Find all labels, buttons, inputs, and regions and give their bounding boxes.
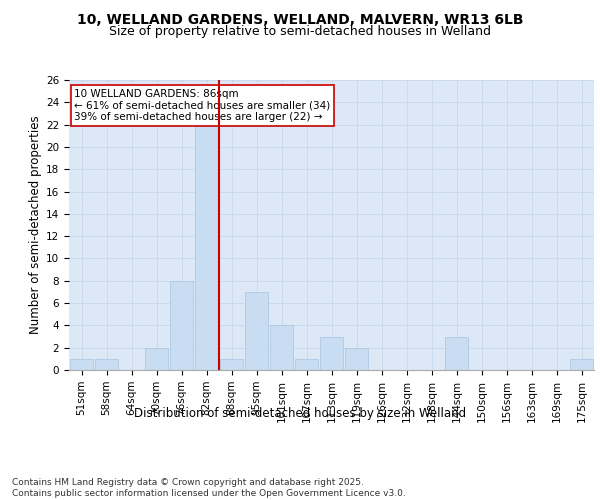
Text: 10, WELLAND GARDENS, WELLAND, MALVERN, WR13 6LB: 10, WELLAND GARDENS, WELLAND, MALVERN, W… bbox=[77, 12, 523, 26]
Bar bbox=[170, 281, 193, 370]
Text: Contains HM Land Registry data © Crown copyright and database right 2025.
Contai: Contains HM Land Registry data © Crown c… bbox=[12, 478, 406, 498]
Bar bbox=[195, 91, 218, 370]
Bar bbox=[145, 348, 168, 370]
Bar bbox=[95, 359, 118, 370]
Text: Size of property relative to semi-detached houses in Welland: Size of property relative to semi-detach… bbox=[109, 25, 491, 38]
Bar bbox=[295, 359, 318, 370]
Bar bbox=[70, 359, 93, 370]
Bar bbox=[570, 359, 593, 370]
Y-axis label: Number of semi-detached properties: Number of semi-detached properties bbox=[29, 116, 42, 334]
Text: 10 WELLAND GARDENS: 86sqm
← 61% of semi-detached houses are smaller (34)
39% of : 10 WELLAND GARDENS: 86sqm ← 61% of semi-… bbox=[74, 88, 331, 122]
Bar bbox=[270, 326, 293, 370]
Text: Distribution of semi-detached houses by size in Welland: Distribution of semi-detached houses by … bbox=[134, 408, 466, 420]
Bar bbox=[320, 336, 343, 370]
Bar bbox=[345, 348, 368, 370]
Bar bbox=[245, 292, 268, 370]
Bar bbox=[445, 336, 468, 370]
Bar bbox=[220, 359, 243, 370]
